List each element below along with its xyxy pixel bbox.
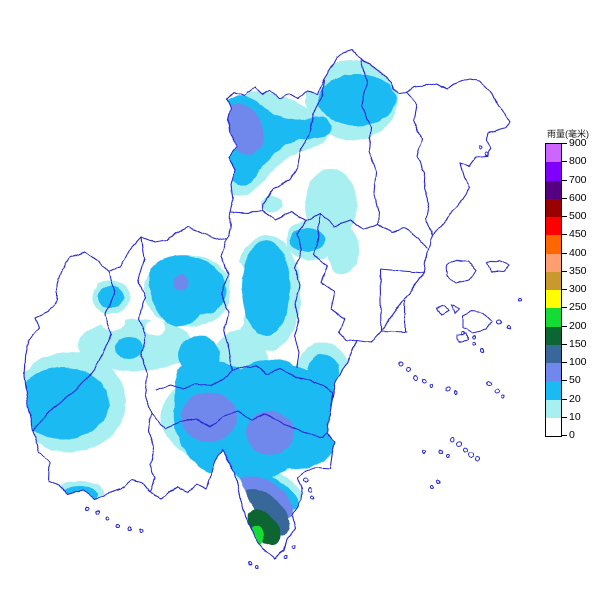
legend-tick-label: 100 [569, 356, 587, 368]
legend-title: 雨量(毫米) [547, 129, 589, 139]
legend-tick-label: 50 [569, 374, 581, 387]
island [445, 259, 477, 284]
legend-tick [562, 197, 567, 199]
legend-tick-label: 350 [569, 264, 587, 277]
islet-dots [85, 145, 522, 569]
legend-tick [562, 343, 567, 345]
legend-tick [562, 270, 567, 272]
legend-cell-300 [546, 271, 561, 290]
legend-tick-label: 450 [569, 228, 587, 241]
legend-tick [562, 362, 567, 363]
island [436, 304, 450, 316]
legend-cell-150 [546, 326, 561, 345]
legend-tick-label: 500 [569, 210, 587, 222]
legend-tick [562, 234, 567, 236]
legend-cell-0 [546, 417, 561, 436]
legend-cell-800 [546, 144, 561, 163]
legend-color-bar [545, 143, 562, 437]
legend-tick-label: 0 [569, 429, 575, 441]
legend-cell-20 [546, 381, 561, 400]
island [486, 259, 510, 273]
contour-level-100 [246, 488, 290, 536]
internal-boundaries [32, 58, 434, 492]
legend-tick [562, 380, 567, 382]
legend-tick [562, 325, 567, 327]
legend-cell-700 [546, 162, 561, 181]
legend-cell-400 [546, 235, 561, 254]
legend-cell-600 [546, 180, 561, 199]
legend-tick [562, 252, 567, 254]
legend-tick-label: 200 [569, 319, 587, 332]
legend-tick [562, 398, 567, 400]
legend-tick [562, 289, 567, 290]
legend-tick-label: 150 [569, 337, 587, 350]
rainfall-contours [24, 60, 398, 552]
legend-cell-200 [546, 308, 561, 327]
legend-tick-label: 10 [569, 410, 581, 423]
legend-tick [562, 216, 567, 217]
islands [85, 145, 522, 569]
legend-tick [562, 179, 567, 181]
legend-tick [562, 161, 567, 163]
legend-tick [562, 307, 567, 309]
legend-cell-10 [546, 399, 561, 418]
legend-cell-350 [546, 253, 561, 272]
legend-tick-label: 250 [569, 301, 587, 314]
legend-cell-450 [546, 217, 561, 236]
legend-tick [562, 143, 567, 144]
legend-tick-label: 400 [569, 246, 587, 259]
bay-wedge-lines [379, 268, 425, 333]
legend-tick-label: 600 [569, 191, 587, 204]
legend-cell-500 [546, 198, 561, 217]
legend-tick [562, 435, 567, 436]
province-outline [23, 49, 511, 559]
legend-tick-label: 20 [569, 392, 581, 405]
legend-cell-250 [546, 290, 561, 309]
contour-level-150 [247, 509, 281, 546]
legend-tick-label: 300 [569, 283, 587, 295]
legend-cell-50 [546, 363, 561, 382]
island [462, 310, 493, 334]
legend-tick-label: 700 [569, 173, 587, 186]
legend-cell-100 [546, 344, 561, 363]
legend-tick-label: 800 [569, 155, 587, 168]
boundaries [23, 49, 511, 559]
legend-tick-label: 900 [569, 137, 587, 149]
legend-tick [562, 416, 567, 418]
island [451, 304, 460, 314]
